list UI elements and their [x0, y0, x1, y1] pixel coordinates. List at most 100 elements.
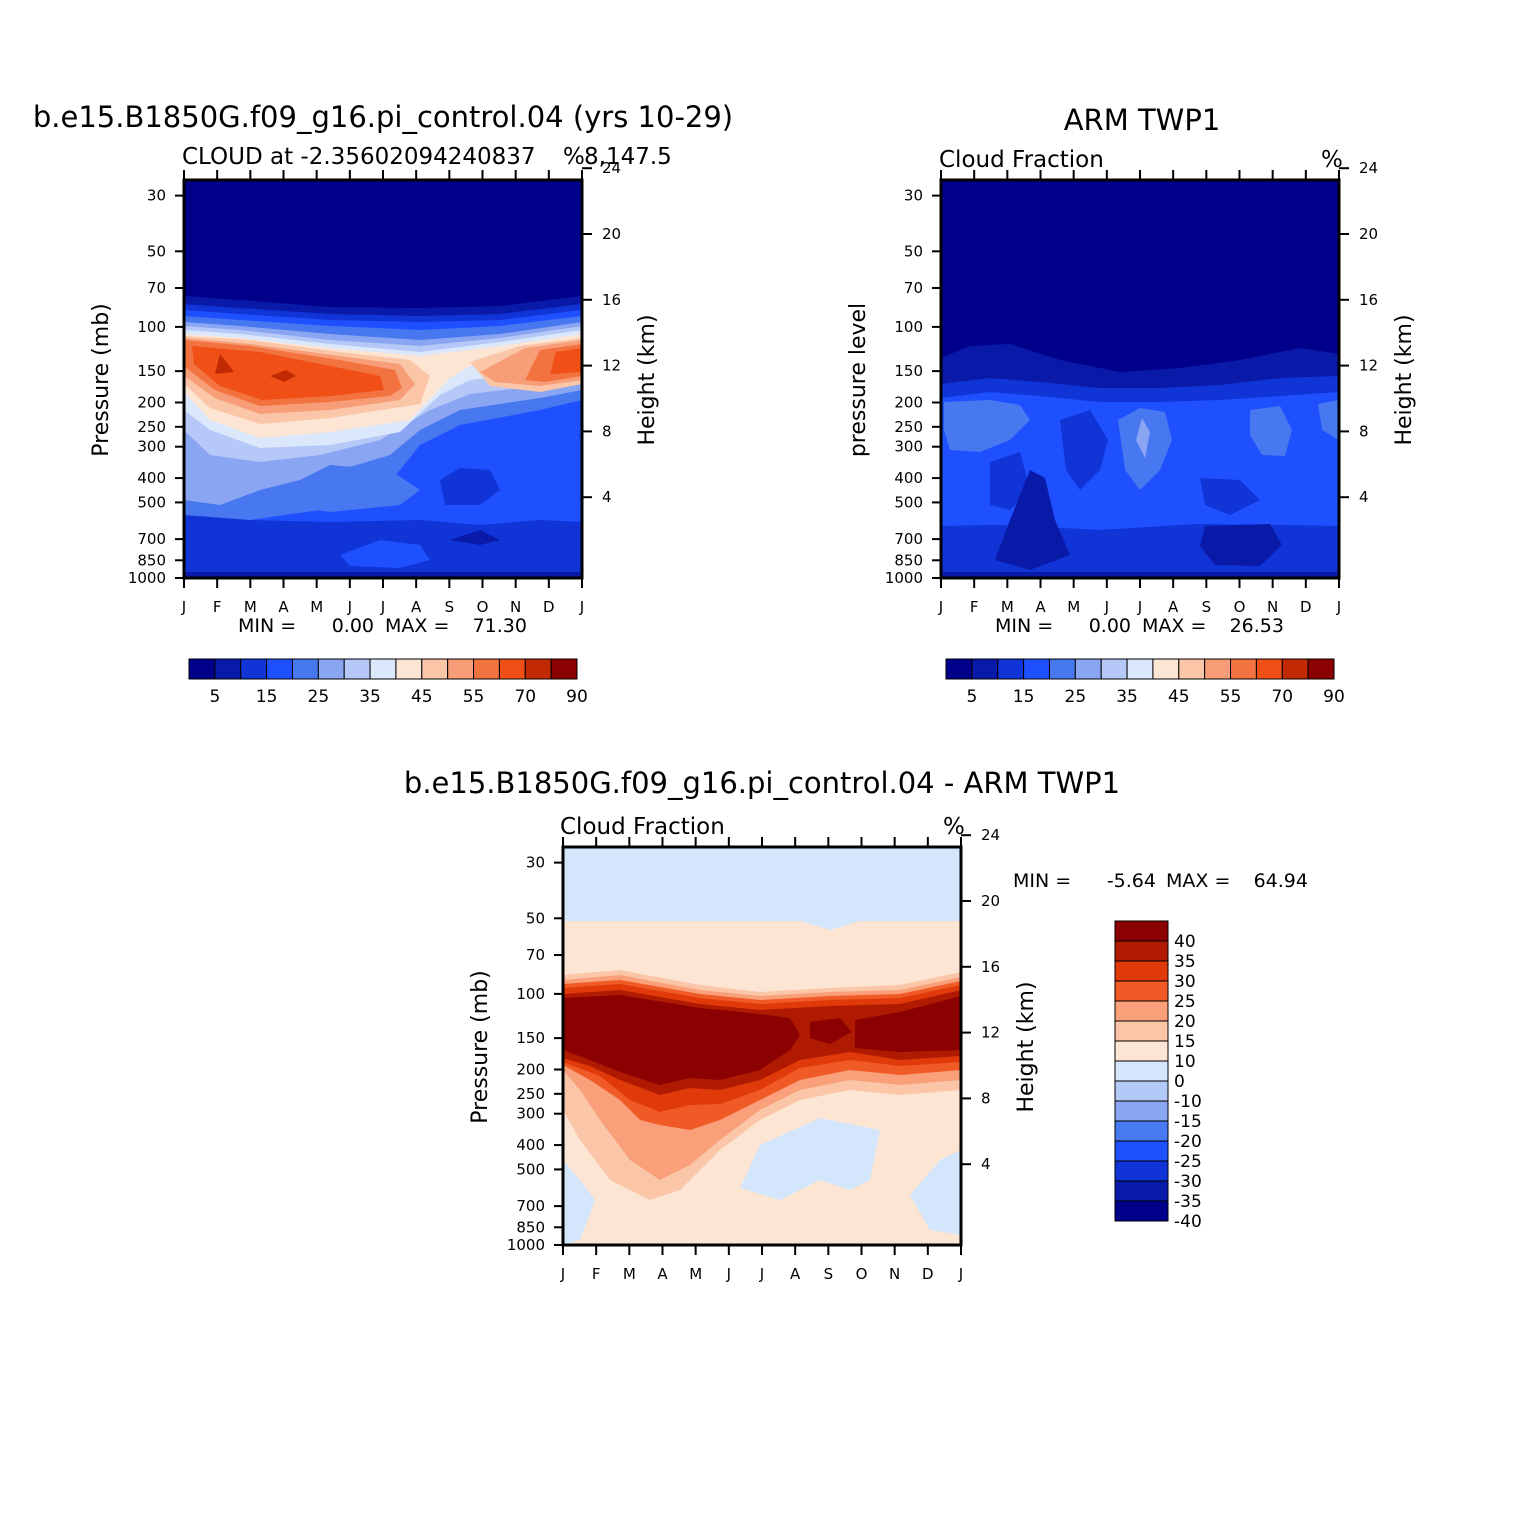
x-tick-label: O: [856, 1265, 868, 1283]
p2-band-20-25-a: [944, 400, 1030, 452]
colorbar-label: -25: [1174, 1152, 1202, 1172]
y-right-tick-label: 8: [1359, 422, 1369, 440]
y-tick-label: 250: [516, 1085, 545, 1103]
y-tick-label: 30: [526, 854, 545, 872]
colorbar-label: -35: [1174, 1192, 1202, 1212]
y-tick-label: 850: [894, 551, 923, 569]
y-tick-label: 30: [147, 187, 166, 205]
colorbar-swatch: [1114, 1100, 1169, 1122]
y-tick-label: 100: [137, 318, 166, 336]
x-tick-label: M: [1001, 598, 1014, 616]
p2-band-25-30: [1136, 418, 1150, 458]
y-tick-label: 300: [516, 1105, 545, 1123]
panel2-y-right-ticks: 24 20 16 12 8 4: [1339, 159, 1378, 506]
colorbar-swatch: [1114, 1180, 1169, 1202]
panel1-max-value: 71.30: [473, 615, 527, 637]
panel-model: b.e15.B1850G.f09_g16.pi_control.04 (yrs …: [33, 100, 733, 707]
colorbar-swatch: [1230, 658, 1257, 680]
y-tick-label: 150: [516, 1029, 545, 1047]
p3-band-35-plus-mid: [810, 1018, 852, 1044]
colorbar-label: 90: [1323, 687, 1345, 707]
x-tick-label: J: [958, 1265, 963, 1283]
y-tick-label: 500: [516, 1160, 545, 1178]
x-tick-label: S: [824, 1265, 834, 1283]
p1-band-15-20-low: [340, 540, 430, 568]
y-right-tick-label: 20: [981, 892, 1000, 910]
p2-band-5-10-a: [995, 470, 1070, 570]
y-tick-label: 400: [137, 469, 166, 487]
x-tick-label: J: [938, 598, 943, 616]
x-tick-label: J: [181, 598, 186, 616]
y-tick-label: 150: [894, 362, 923, 380]
colorbar-swatch: [498, 658, 526, 680]
y-tick-label: 50: [147, 242, 166, 260]
panel2-ylabel: pressure level: [846, 303, 871, 457]
x-tick-label: A: [411, 598, 422, 616]
colorbar-label: 90: [566, 687, 588, 707]
panel2-max-label: MAX =: [1142, 615, 1206, 637]
panel3-ylabel-right: Height (km): [1014, 981, 1039, 1112]
y-right-tick-label: 8: [981, 1089, 991, 1107]
p1-band-70-90-a: [215, 354, 234, 374]
y-right-tick-label: 8: [602, 422, 612, 440]
x-tick-label: J: [1104, 598, 1109, 616]
p1-band-surface: [184, 572, 582, 578]
panel2-units: %: [1321, 147, 1343, 173]
x-tick-label: N: [1267, 598, 1278, 616]
x-tick-label: A: [278, 598, 289, 616]
colorbar-swatch: [317, 658, 345, 680]
colorbar-swatch: [1114, 1140, 1169, 1162]
panel1-units: %: [563, 144, 585, 170]
y-right-tick-label: 12: [602, 357, 621, 375]
colorbar-label: 55: [463, 687, 485, 707]
y-tick-label: 1000: [128, 569, 166, 587]
colorbar-label: 15: [1013, 687, 1035, 707]
colorbar-swatch: [473, 658, 500, 680]
colorbar-swatch: [1048, 658, 1076, 680]
y-tick-label: 1000: [507, 1236, 545, 1254]
panel1-colorbar: 5 15 25 35 45 55 70 90: [188, 658, 588, 707]
x-tick-label: A: [1035, 598, 1046, 616]
colorbar-label: -40: [1174, 1212, 1202, 1232]
y-tick-label: 200: [137, 393, 166, 411]
y-tick-label: 500: [894, 493, 923, 511]
colorbar-swatch: [240, 658, 268, 680]
y-right-tick-label: 20: [602, 225, 621, 243]
panel1-title: b.e15.B1850G.f09_g16.pi_control.04 (yrs …: [33, 100, 733, 134]
colorbar-label: 40: [1174, 932, 1196, 952]
x-tick-label: J: [759, 1265, 764, 1283]
colorbar-swatch: [524, 658, 552, 680]
colorbar-swatch: [369, 658, 397, 680]
colorbar-label: 35: [1174, 952, 1196, 972]
colorbar-swatch: [1126, 658, 1154, 680]
colorbar-swatch: [1152, 658, 1180, 680]
y-tick-label: 70: [904, 279, 923, 297]
colorbar-swatch: [1114, 1020, 1169, 1042]
y-tick-label: 700: [137, 530, 166, 548]
x-tick-label: A: [790, 1265, 801, 1283]
p1-band-60-70-right: [550, 348, 582, 374]
y-tick-label: 500: [137, 493, 166, 511]
panel3-min-value: -5.64: [1107, 870, 1156, 892]
y-tick-label: 850: [137, 551, 166, 569]
x-tick-label: O: [1234, 598, 1246, 616]
p1-band-70-90-b: [270, 370, 296, 382]
x-tick-label: J: [1336, 598, 1341, 616]
panel1-max-label: MAX =: [385, 615, 449, 637]
colorbar-swatch: [1100, 658, 1128, 680]
colorbar-label: 0: [1174, 1072, 1185, 1092]
panel2-colorbar: 5 15 25 35 45 55 70 90: [945, 658, 1345, 707]
panel1-min-label: MIN =: [238, 615, 296, 637]
p2-band-5-10-b: [1200, 524, 1282, 566]
colorbar-swatch: [447, 658, 475, 680]
panel3-max-value: 64.94: [1254, 870, 1308, 892]
colorbar-swatch: [1307, 658, 1335, 680]
y-tick-label: 1000: [885, 569, 923, 587]
colorbar-swatch: [1114, 1060, 1169, 1082]
y-right-tick-label: 12: [981, 1024, 1000, 1042]
y-right-tick-label: 16: [1359, 291, 1378, 309]
